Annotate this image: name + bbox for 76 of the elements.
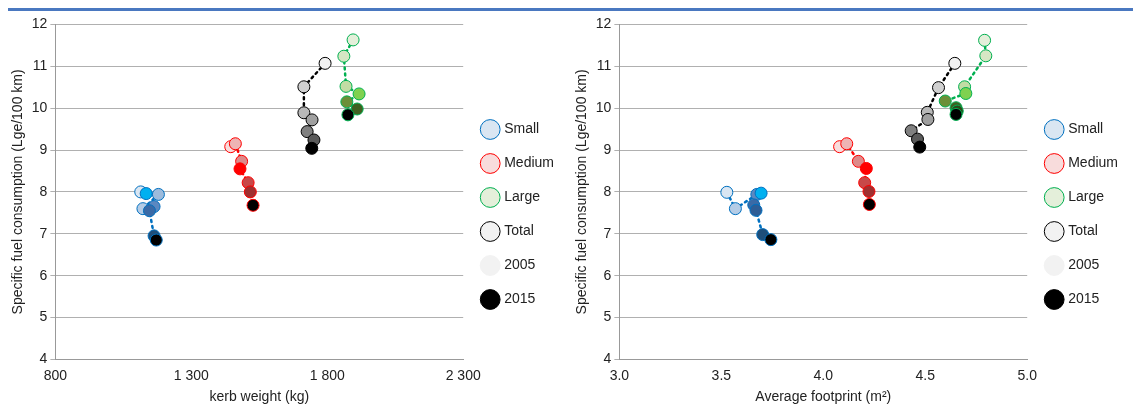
y-tick-label: 11 xyxy=(32,57,48,74)
legend-label: Small xyxy=(504,120,540,137)
legend-label: 2005 xyxy=(1068,256,1100,273)
x-axis-title: kerb weight (kg) xyxy=(209,388,310,405)
x-tick-label: 2 300 xyxy=(445,366,481,383)
point xyxy=(340,95,354,109)
point xyxy=(862,184,876,198)
point xyxy=(851,154,865,168)
y-tick-label: 6 xyxy=(39,266,48,283)
y-tick-label: 5 xyxy=(603,308,612,325)
y-tick-label: 9 xyxy=(39,140,48,157)
point xyxy=(904,124,918,138)
point xyxy=(233,162,247,176)
y-tick-label: 10 xyxy=(595,99,612,116)
y-tick-label: 4 xyxy=(39,350,48,367)
y-tick-label: 7 xyxy=(603,224,612,241)
legend-label: 2015 xyxy=(1068,290,1100,307)
point xyxy=(720,185,734,199)
legend-label: 2015 xyxy=(504,290,536,307)
legend-label: 2005 xyxy=(504,256,536,273)
y-axis-title: Specific fuel consumption (Lge/100 km) xyxy=(573,69,590,315)
y-tick-label: 8 xyxy=(603,182,612,199)
x-tick-label: 4.5 xyxy=(915,366,936,383)
x-tick-label: 1 800 xyxy=(309,366,345,383)
point xyxy=(728,202,742,216)
point xyxy=(749,203,763,217)
legend-label: Total xyxy=(1068,222,1098,239)
point xyxy=(139,187,153,201)
point xyxy=(978,33,992,47)
point xyxy=(346,33,360,47)
x-tick-label: 4.0 xyxy=(813,366,834,383)
point xyxy=(932,81,945,95)
x-tick-label: 5.0 xyxy=(1017,366,1038,383)
point xyxy=(151,187,165,201)
legend-label: Medium xyxy=(504,154,554,171)
point xyxy=(297,106,311,120)
x-tick-label: 800 xyxy=(43,366,68,383)
y-tick-label: 11 xyxy=(596,57,612,74)
point xyxy=(318,56,332,70)
y-tick-label: 12 xyxy=(595,15,612,32)
point xyxy=(921,112,935,126)
point xyxy=(979,49,993,63)
y-tick-label: 7 xyxy=(39,224,48,241)
y-tick-label: 4 xyxy=(603,350,612,367)
x-tick-label: 3.5 xyxy=(711,366,732,383)
point xyxy=(228,137,242,151)
x-axis-title: Average footprint (m²) xyxy=(755,388,892,405)
point xyxy=(948,56,962,70)
y-tick-label: 6 xyxy=(603,266,612,283)
y-tick-label: 9 xyxy=(603,140,612,157)
y-tick-label: 10 xyxy=(31,99,48,116)
point xyxy=(142,204,156,218)
x-tick-label: 3.0 xyxy=(609,366,630,383)
y-axis-title: Specific fuel consumption (Lge/100 km) xyxy=(9,69,26,315)
legend-label: Large xyxy=(1068,188,1105,205)
legend-label: Medium xyxy=(1068,154,1118,171)
point xyxy=(352,87,366,101)
y-tick-label: 12 xyxy=(31,15,48,32)
point xyxy=(305,113,319,127)
x-tick-label: 1 300 xyxy=(173,366,210,383)
legend-label: Small xyxy=(1068,120,1104,137)
point xyxy=(300,125,314,139)
point xyxy=(840,137,854,151)
point xyxy=(938,94,952,108)
point xyxy=(243,185,257,199)
point xyxy=(350,102,364,116)
y-tick-label: 5 xyxy=(39,308,48,325)
point xyxy=(859,161,873,175)
point xyxy=(337,49,351,63)
legend-label: Total xyxy=(504,222,534,239)
point xyxy=(959,86,973,100)
point xyxy=(754,186,768,200)
point xyxy=(339,79,353,93)
point xyxy=(297,80,311,94)
legend-label: Large xyxy=(504,188,541,205)
y-tick-label: 8 xyxy=(39,182,48,199)
